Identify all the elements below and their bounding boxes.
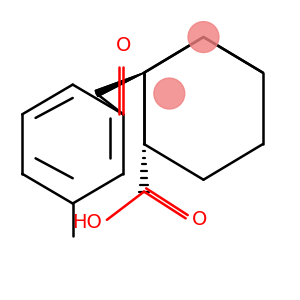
Text: HO: HO [73,213,102,232]
Polygon shape [95,73,144,97]
Polygon shape [97,73,144,94]
Polygon shape [97,73,144,94]
Circle shape [154,78,185,109]
Text: O: O [192,210,207,229]
Polygon shape [95,73,144,97]
Text: O: O [116,36,131,55]
Circle shape [188,22,219,52]
